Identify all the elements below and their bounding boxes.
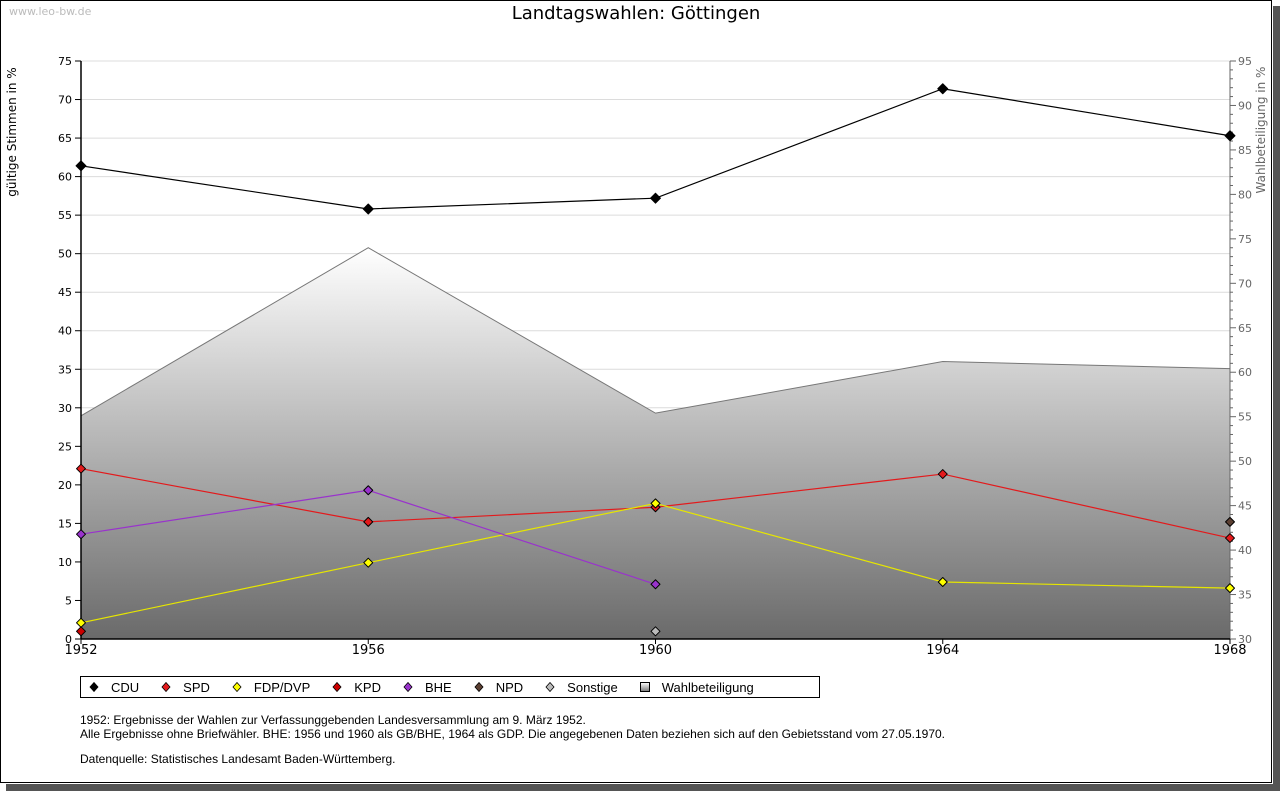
diamond-marker-icon [403, 682, 413, 692]
legend-item-cdu: CDU [89, 680, 139, 695]
legend-item-kpd: KPD [332, 680, 381, 695]
legend-label: CDU [111, 679, 140, 695]
square-marker-icon [639, 682, 650, 692]
y-tick-label-left: 40 [58, 325, 72, 338]
turnout-area [80, 247, 1231, 639]
diamond-marker-icon [232, 682, 242, 692]
legend-item-fdp-dvp: FDP/DVP [232, 680, 310, 695]
x-tick-label: 1956 [352, 643, 385, 658]
legend-item-bhe: BHE [403, 680, 452, 695]
y-tick-label-left: 55 [58, 209, 72, 222]
chart-title: Landtagswahlen: Göttingen [511, 3, 761, 24]
frame-shadow-right [1273, 6, 1280, 791]
y-axis-title-left: gültige Stimmen in % [5, 67, 19, 196]
y-tick-label-left: 25 [58, 440, 72, 453]
y-tick-label-left: 10 [58, 556, 72, 569]
data-point-cdu [1224, 130, 1236, 142]
y-tick-label-left: 0 [65, 633, 72, 646]
data-point-npd [1225, 516, 1235, 527]
y-tick-label-right: 80 [1238, 188, 1252, 201]
data-point-bhe [76, 529, 86, 540]
legend-label: BHE [424, 679, 452, 695]
y-tick-label-left: 35 [58, 363, 72, 376]
y-axis-title-right: Wahlbeteiligung in % [1254, 67, 1268, 194]
y-tick-label-left: 30 [58, 402, 72, 415]
x-tick-label: 1968 [1213, 643, 1246, 658]
footnotes: 1952: Ergebnisse der Wahlen zur Verfassu… [80, 713, 945, 741]
data-point-fdp-dvp [363, 557, 374, 568]
y-tick-label-right: 60 [1238, 366, 1252, 379]
y-tick-label-right: 75 [1238, 233, 1252, 246]
y-tick-label-right: 35 [1238, 589, 1252, 602]
data-point-cdu [937, 83, 949, 95]
y-tick-label-left: 65 [58, 132, 72, 145]
data-point-spd [76, 463, 86, 474]
y-tick-label-left: 45 [58, 286, 72, 299]
y-tick-label-left: 70 [58, 94, 72, 107]
y-tick-label-left: 60 [58, 171, 72, 184]
legend-item-sonstige: Sonstige [545, 680, 618, 695]
footnote-1952: 1952: Ergebnisse der Wahlen zur Verfassu… [80, 713, 586, 727]
diamond-marker-icon [89, 682, 99, 692]
data-point-fdp-dvp [650, 498, 661, 509]
series-points [75, 83, 1236, 637]
x-tick-label: 1952 [64, 643, 97, 658]
data-point-bhe [650, 579, 661, 590]
diamond-marker-icon [332, 682, 342, 692]
diamond-marker-icon [545, 682, 555, 692]
axes: 0 5 10 15 20 25 30 35 40 45 50 55 60 65 70 75 30 35 40 45 50… [58, 55, 1252, 658]
data-source: Datenquelle: Statistisches Landesamt Bad… [80, 752, 396, 766]
data-point-spd [1225, 533, 1235, 544]
diamond-marker-icon [474, 682, 484, 692]
y-tick-label-right: 50 [1238, 455, 1252, 468]
turnout-area-fill [81, 247, 1230, 639]
y-tick-label-right: 40 [1238, 544, 1252, 557]
data-point-spd [363, 516, 374, 527]
y-tick-label-right: 55 [1238, 411, 1252, 424]
data-point-fdp-dvp [1225, 583, 1235, 594]
legend-label: Sonstige [567, 679, 618, 695]
watermark: www.leo-bw.de [9, 5, 92, 18]
legend-label: FDP/DVP [253, 679, 311, 695]
turnout-line [80, 247, 1231, 417]
legend-item-npd: NPD [474, 680, 523, 695]
legend-item-wahlbeteiligung: Wahlbeteiligung [639, 679, 754, 695]
footnote-general: Alle Ergebnisse ohne Briefwähler. BHE: 1… [80, 727, 946, 741]
legend-item-spd: SPD [161, 680, 210, 695]
chart-svg: 0 5 10 15 20 25 30 35 40 45 50 55 60 65 70 75 30 35 40 45 50… [5, 55, 1268, 658]
legend-label: KPD [354, 679, 381, 695]
data-point-kpd [76, 626, 86, 637]
y-tick-label-right: 70 [1238, 277, 1252, 290]
y-tick-label-right: 65 [1238, 322, 1252, 335]
data-point-spd [937, 469, 948, 480]
y-tick-label-left: 50 [58, 248, 72, 261]
legend: CDU SPD FDP/DVP KPD BHE NPD Sonstige Wahlbeteil… [80, 676, 820, 698]
y-tick-label-right: 90 [1238, 99, 1252, 112]
legend-label: SPD [183, 679, 210, 695]
data-point-fdp-dvp [937, 576, 948, 587]
data-point-cdu [650, 192, 661, 204]
data-point-bhe [363, 485, 374, 496]
y-tick-label-right: 45 [1238, 500, 1252, 513]
y-tick-label-left: 5 [65, 594, 72, 607]
legend-label: Wahlbeteiligung [661, 679, 754, 695]
legend-label: NPD [495, 679, 524, 695]
diamond-marker-icon [161, 682, 171, 692]
x-tick-label: 1960 [639, 643, 672, 658]
y-tick-label-left: 20 [58, 479, 72, 492]
frame-shadow-bottom [6, 784, 1280, 791]
y-tick-label-right: 30 [1238, 633, 1252, 646]
y-tick-label-left: 15 [58, 517, 72, 530]
data-point-cdu [362, 203, 374, 215]
y-tick-label-right: 95 [1238, 55, 1252, 68]
series-line-cdu [80, 88, 1231, 210]
y-tick-label-left: 75 [58, 55, 72, 68]
x-tick-label: 1964 [926, 643, 959, 658]
data-point-cdu [75, 160, 87, 172]
y-tick-label-right: 85 [1238, 144, 1252, 157]
data-point-sonstige [650, 626, 661, 637]
